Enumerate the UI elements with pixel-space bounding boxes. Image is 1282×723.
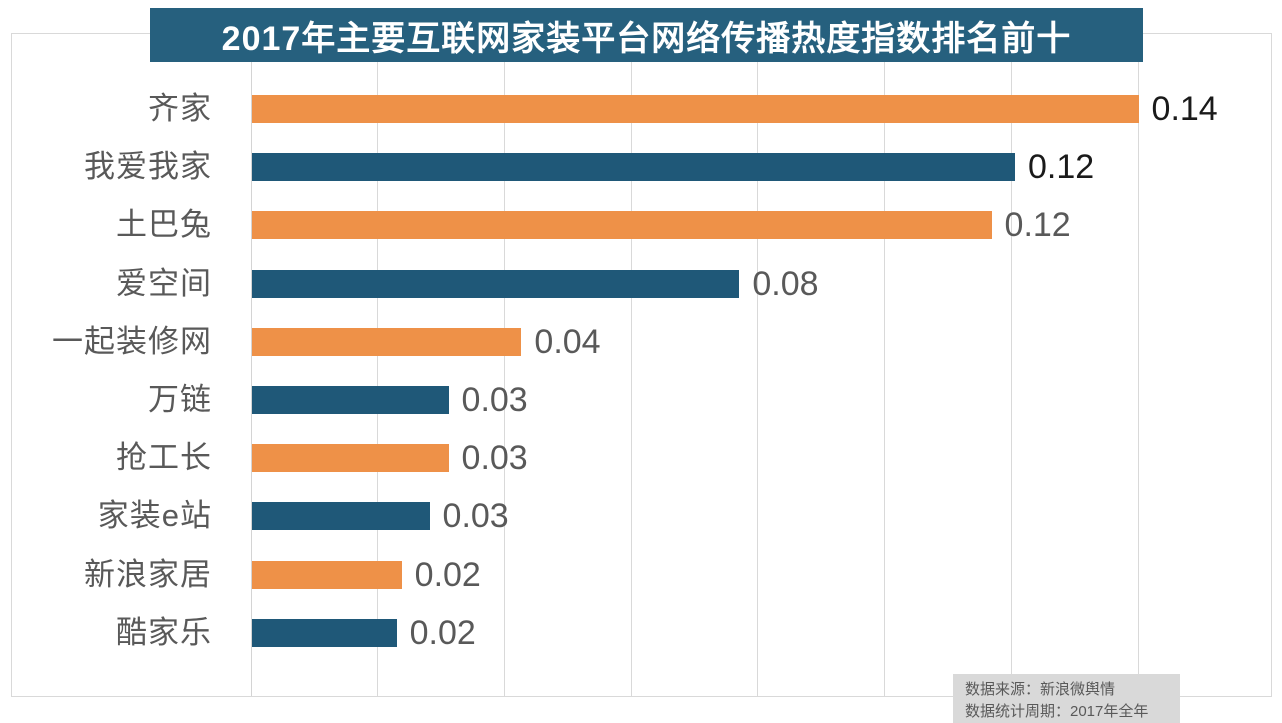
gridline-x-0.04: [503, 34, 505, 696]
gridline-x-0.02: [377, 34, 379, 696]
category-label: 一起装修网: [52, 323, 212, 359]
category-label: 家装e站: [97, 498, 212, 534]
gridline-x-0.12: [1010, 34, 1012, 696]
value-label: 0.08: [752, 264, 819, 303]
category-label: 土巴兔: [116, 207, 212, 243]
value-label: 0.03: [461, 439, 528, 478]
category-label: 齐家: [148, 91, 212, 126]
value-label: 0.14: [1151, 90, 1218, 128]
y-axis-line: [250, 34, 252, 696]
bar-万链: [251, 386, 449, 414]
value-label: 0.04: [534, 322, 601, 361]
source-note: 数据来源：新浪微舆情 数据统计周期：2017年全年: [953, 674, 1180, 723]
gridline-x-0.1: [884, 34, 886, 696]
value-label: 0.12: [1027, 148, 1095, 187]
bar-一起装修网: [251, 327, 522, 356]
bar-家装e站: [251, 502, 430, 531]
source-line-period: 数据统计周期：2017年全年: [965, 703, 1149, 720]
gridline-x-0.14: [1137, 34, 1139, 696]
chart-title-bar: 2017年主要互联网家装平台网络传播热度指数排名前十: [150, 8, 1143, 62]
source-line-origin: 数据来源：新浪微舆情: [965, 681, 1116, 698]
bar-酷家乐: [251, 618, 397, 647]
bar-土巴兔: [251, 211, 992, 240]
value-label: 0.02: [409, 613, 476, 652]
value-label: 0.02: [414, 555, 481, 594]
category-label: 新浪家居: [84, 556, 212, 592]
category-label: 酷家乐: [116, 614, 212, 650]
bar-新浪家居: [251, 560, 402, 589]
value-label: 0.03: [442, 497, 509, 536]
bar-抢工长: [251, 444, 449, 473]
category-label: 抢工长: [116, 440, 212, 476]
value-label: 0.03: [461, 381, 528, 419]
category-label: 爱空间: [116, 265, 212, 301]
category-label: 我爱我家: [84, 149, 212, 185]
bar-齐家: [251, 95, 1139, 123]
category-label: 万链: [148, 382, 212, 417]
bar-我爱我家: [251, 153, 1015, 182]
gridline-x-0.08: [757, 34, 759, 696]
chart-title: 2017年主要互联网家装平台网络传播热度指数排名前十: [221, 19, 1072, 58]
gridline-x-0.06: [630, 34, 632, 696]
value-label: 0.12: [1004, 206, 1071, 245]
bar-爱空间: [251, 269, 740, 298]
plot-border: [11, 33, 1272, 697]
